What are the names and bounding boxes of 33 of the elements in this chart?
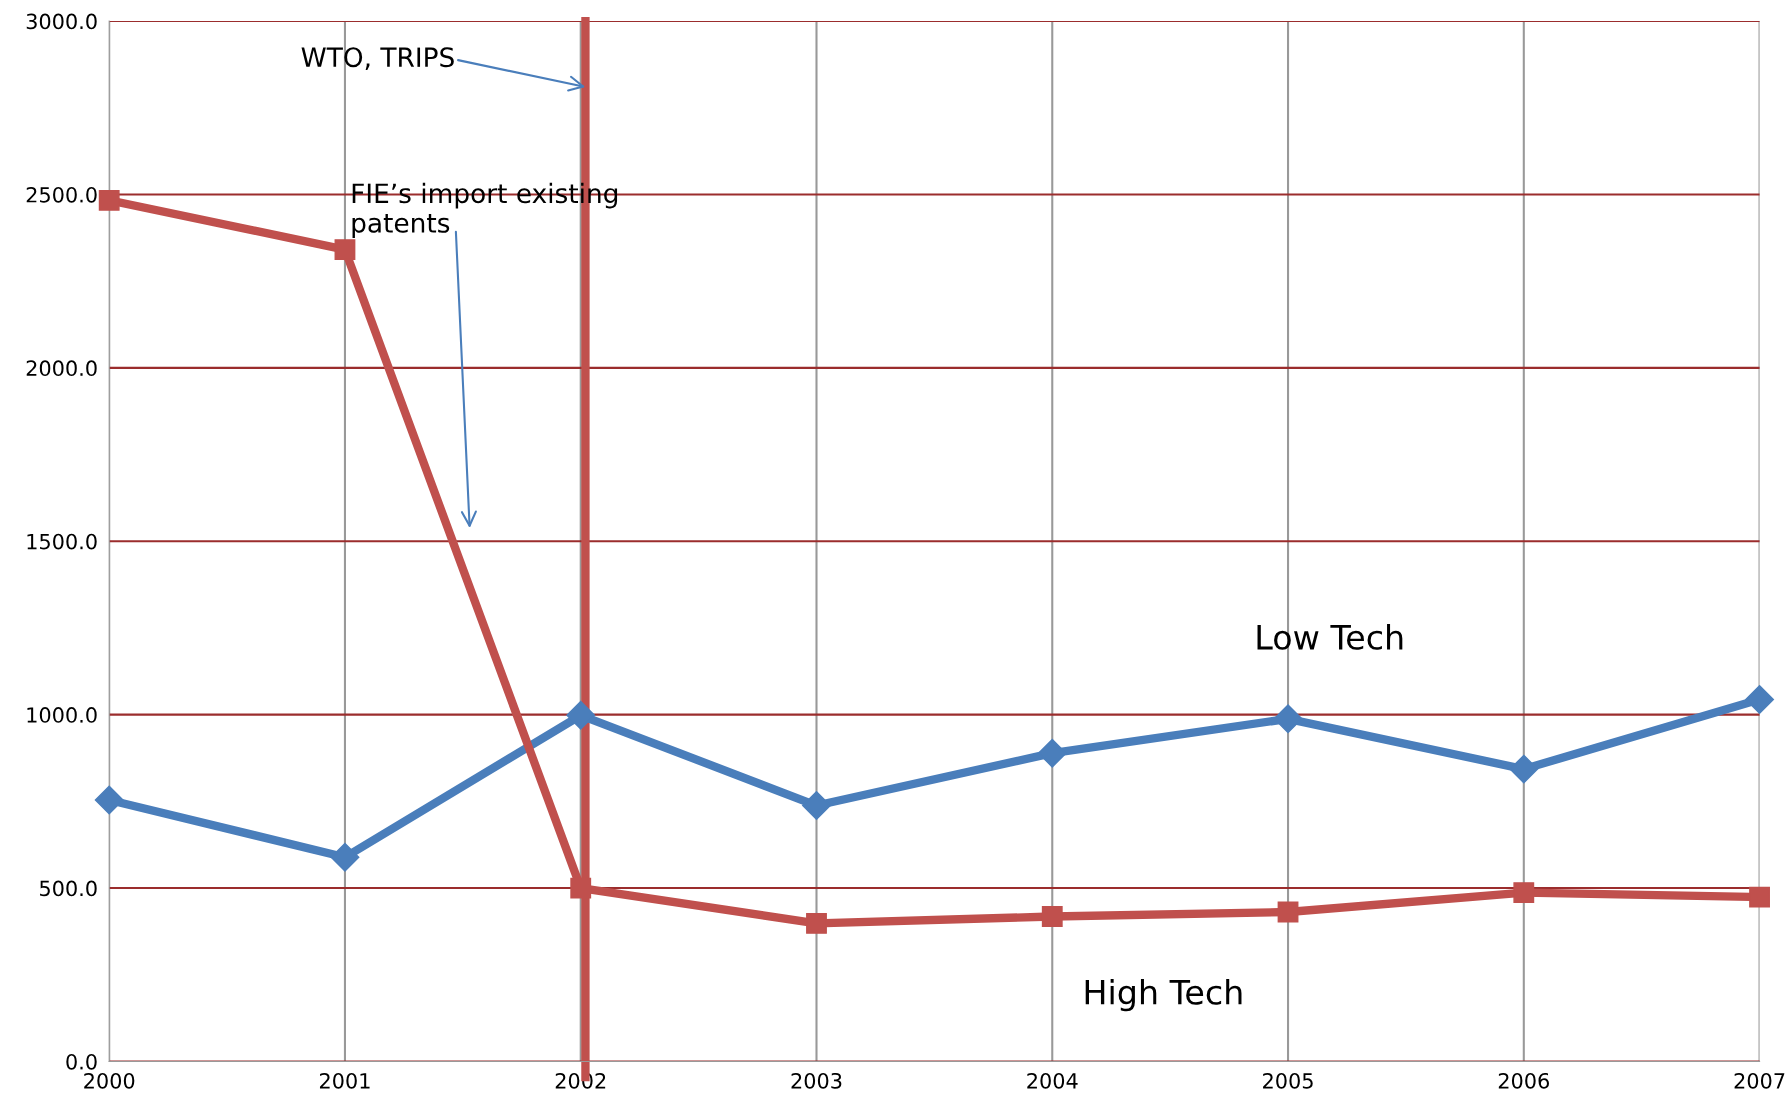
point: [802, 791, 831, 820]
point: [1273, 704, 1303, 734]
point: [570, 877, 592, 899]
y-tick-label: 1500.0: [27, 533, 97, 550]
y-tick-label: 3000.0: [26, 13, 97, 30]
y-tick-label: 1000.0: [27, 707, 97, 723]
point: [1745, 684, 1775, 714]
x-tick-label: 2004: [1027, 1072, 1078, 1089]
point: [1513, 882, 1535, 903]
x-tick-label: 2001: [319, 1072, 370, 1089]
point: [1277, 901, 1299, 923]
point: [98, 189, 120, 211]
annotation: WTO, TRIPS: [301, 47, 454, 70]
y-tick-label: 2000.0: [26, 360, 97, 377]
point: [566, 700, 596, 730]
point: [806, 913, 827, 934]
x-tick-label: 2003: [791, 1072, 842, 1089]
x-tick-label: 2005: [1263, 1072, 1313, 1089]
x-tick-label: 2006: [1498, 1072, 1549, 1089]
point: [1037, 738, 1067, 768]
x-tick-label: 2000: [84, 1072, 135, 1089]
point: [1749, 886, 1770, 908]
x-tick-label: 2007: [1734, 1072, 1785, 1089]
series-label: Low Tech: [1257, 624, 1403, 650]
y-tick-label: 500.0: [40, 880, 97, 897]
point: [330, 842, 360, 872]
point: [1509, 754, 1539, 784]
point: [94, 785, 124, 815]
y-tick-label: 0.0: [66, 1053, 97, 1070]
point: [1041, 906, 1063, 927]
y-tick-label: 2500.0: [26, 186, 97, 203]
point: [334, 239, 356, 261]
series-label: High Tech: [1085, 979, 1242, 1012]
